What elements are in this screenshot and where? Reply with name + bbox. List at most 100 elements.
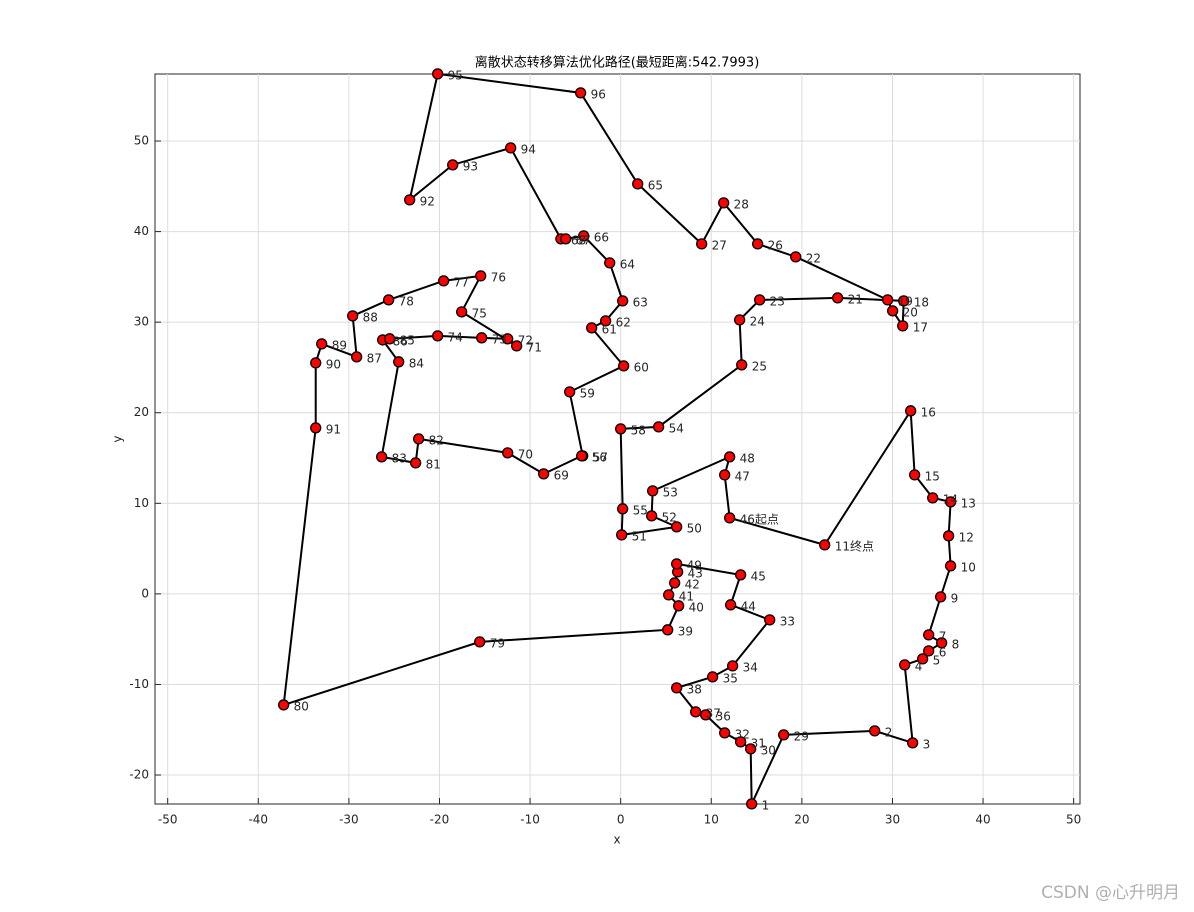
x-axis-label: x xyxy=(613,833,620,847)
point-marker xyxy=(916,653,929,665)
point-marker xyxy=(475,270,487,282)
point-marker xyxy=(474,636,486,648)
point-label: 8 xyxy=(952,637,960,651)
point-label: 74 xyxy=(448,330,463,344)
point-marker xyxy=(905,405,917,417)
x-tick-label: 50 xyxy=(1066,813,1081,827)
x-tick-label: 40 xyxy=(975,813,990,827)
point-label: 83 xyxy=(392,451,407,465)
point-marker xyxy=(560,233,572,245)
point-label: 92 xyxy=(420,194,435,208)
point-label: 78 xyxy=(399,294,414,308)
point-marker xyxy=(578,230,590,242)
point-marker xyxy=(632,178,644,190)
point-label: 37 xyxy=(706,706,721,720)
point-label: 25 xyxy=(752,359,767,373)
point-label: 81 xyxy=(426,457,441,471)
point-marker xyxy=(393,356,405,368)
point-label: 66 xyxy=(594,230,609,244)
point-label: 16 xyxy=(921,405,936,419)
y-tick-label: 10 xyxy=(134,496,149,510)
point-marker xyxy=(599,315,612,327)
point-marker xyxy=(719,469,731,481)
point-label: 19 xyxy=(898,294,913,308)
point-label: 14 xyxy=(943,492,958,506)
point-label: 30 xyxy=(761,743,776,757)
point-label: 88 xyxy=(363,310,378,324)
point-marker xyxy=(647,485,659,497)
point-label: 72 xyxy=(518,333,533,347)
point-label: 45 xyxy=(751,569,766,583)
y-tick-label: 30 xyxy=(134,315,149,329)
point-label: 59 xyxy=(580,386,595,400)
point-marker xyxy=(734,569,747,581)
point-marker xyxy=(764,614,776,626)
point-marker xyxy=(404,194,416,206)
point-marker xyxy=(576,450,588,462)
point-marker xyxy=(383,333,396,345)
point-label: 89 xyxy=(332,338,347,352)
point-marker xyxy=(351,351,363,363)
point-label: 58 xyxy=(631,423,646,437)
point-marker xyxy=(936,637,948,649)
point-marker xyxy=(447,159,459,171)
point-marker xyxy=(409,457,422,469)
point-label: 13 xyxy=(961,496,976,510)
x-tick-label: 0 xyxy=(617,813,625,827)
point-marker xyxy=(718,197,730,209)
point-label: 36 xyxy=(716,709,731,723)
point-marker xyxy=(733,314,746,326)
point-label: 38 xyxy=(687,682,702,696)
point-marker xyxy=(746,798,758,810)
route-closing-line xyxy=(729,516,825,546)
point-marker xyxy=(673,600,685,612)
point-marker xyxy=(383,294,395,306)
point-marker xyxy=(310,422,322,434)
point-label: 9 xyxy=(951,591,959,605)
point-marker xyxy=(310,357,322,369)
point-marker xyxy=(726,660,739,672)
point-marker xyxy=(505,142,517,154)
point-label: 77 xyxy=(454,275,469,289)
point-label: 75 xyxy=(472,306,487,320)
point-marker xyxy=(586,322,598,334)
point-label: 64 xyxy=(620,257,635,271)
point-label: 26 xyxy=(768,238,783,252)
y-axis-label: y xyxy=(111,435,125,442)
point-label: 11终点 xyxy=(835,538,874,553)
point-label: 10 xyxy=(961,560,976,574)
point-marker xyxy=(502,447,514,459)
point-label: 31 xyxy=(751,736,766,750)
point-label: 2 xyxy=(885,725,893,739)
point-marker xyxy=(944,560,957,572)
point-marker xyxy=(376,451,388,463)
point-label: 90 xyxy=(326,357,341,371)
x-tick-label: -30 xyxy=(339,813,359,827)
point-label: 32 xyxy=(735,727,750,741)
point-marker xyxy=(745,743,757,755)
point-marker xyxy=(277,699,290,711)
point-marker xyxy=(790,251,802,263)
point-marker xyxy=(456,306,468,318)
point-marker xyxy=(646,510,658,522)
point-label: 73 xyxy=(492,332,507,346)
x-tick-label: 10 xyxy=(704,813,719,827)
point-label: 4 xyxy=(915,659,923,673)
point-label: 27 xyxy=(712,238,727,252)
point-label: 94 xyxy=(521,142,536,156)
point-marker xyxy=(652,421,665,433)
point-label: 71 xyxy=(527,340,542,354)
point-marker xyxy=(724,451,736,463)
point-marker xyxy=(538,468,550,480)
point-marker xyxy=(778,729,790,741)
point-label: 55 xyxy=(633,503,648,517)
point-label: 65 xyxy=(648,178,663,192)
point-marker xyxy=(886,305,899,317)
point-label: 44 xyxy=(741,599,756,613)
point-marker xyxy=(316,338,328,350)
y-tick-label: -10 xyxy=(129,677,149,691)
point-label: 76 xyxy=(491,270,506,284)
point-label: 87 xyxy=(367,351,382,365)
point-marker xyxy=(725,599,737,611)
